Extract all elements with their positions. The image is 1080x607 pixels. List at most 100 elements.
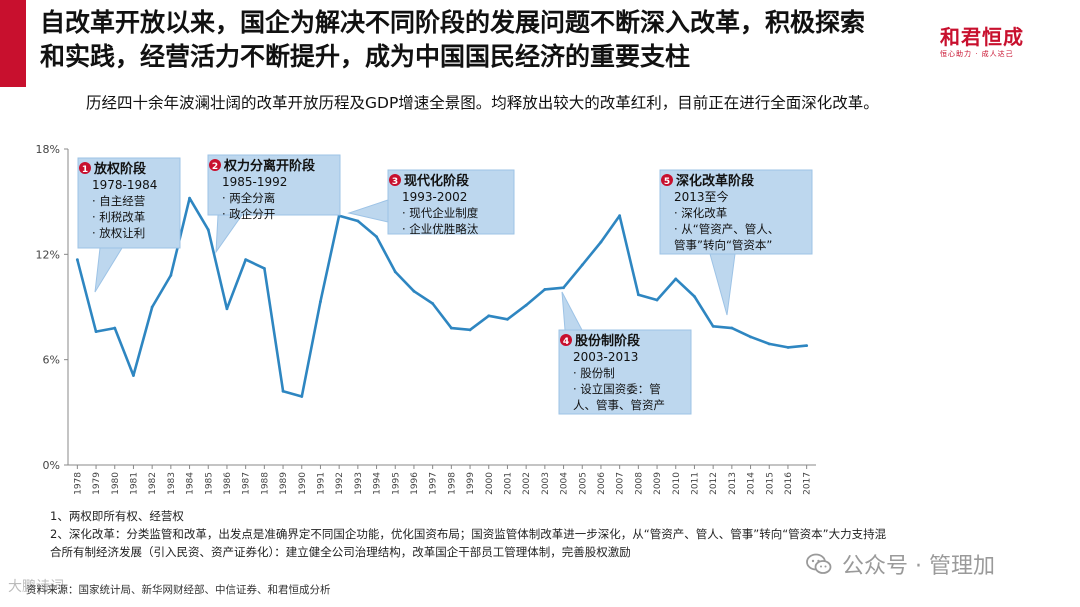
stage-item: · 两全分离: [222, 191, 275, 205]
stage-title: 现代化阶段: [404, 173, 469, 189]
x-tick-label: 2005: [578, 472, 588, 495]
stage-item: · 企业优胜略汰: [402, 222, 479, 236]
page-title: 自改革开放以来，国企为解决不同阶段的发展问题不断深入改革，积极探索 和实践，经营…: [40, 6, 940, 74]
source-note: 资料来源：国家统计局、新华网财经部、中信证券、和君恒成分析: [26, 584, 331, 596]
data-point: [580, 263, 584, 267]
x-tick-label: 2007: [616, 472, 626, 495]
data-point: [674, 277, 678, 281]
page-subtitle: 历经四十余年波澜壮阔的改革开放历程及GDP增速全景图。均释放出较大的改革红利，目…: [86, 94, 879, 112]
x-tick-label: 1996: [410, 472, 420, 495]
x-tick-label: 2012: [709, 472, 719, 495]
data-point: [431, 302, 435, 305]
stage-title: 权力分离开阶段: [223, 158, 315, 174]
stage-item: · 深化改革: [674, 206, 727, 220]
brand-logo-tagline: 恒心助力 · 成人达己: [940, 50, 1014, 58]
stage-number-badge: [661, 174, 673, 186]
stage-title: 放权阶段: [93, 161, 146, 177]
stage-number-badge: [389, 174, 401, 186]
x-tick-label: 2010: [672, 472, 682, 495]
stage-number-badge: [560, 334, 572, 346]
stage-period: 2013至今: [674, 189, 729, 204]
brand-logo-text: 和君恒成: [940, 25, 1024, 49]
stage-number: 3: [392, 177, 398, 187]
x-tick-label: 2002: [522, 472, 532, 495]
data-point: [393, 270, 397, 274]
x-tick-label: 2014: [747, 472, 757, 495]
data-point: [524, 303, 528, 307]
footnote-1: 1、两权即所有权、经营权: [50, 509, 184, 523]
x-tick-label: 2017: [803, 472, 813, 495]
data-point: [786, 345, 790, 349]
x-tick-label: 1984: [186, 472, 196, 495]
title-line-2: 和实践，经营活力不断提升，成为中国国民经济的重要支柱: [40, 42, 691, 71]
callout-pointer: [347, 199, 389, 223]
stage-item: · 利税改革: [92, 210, 145, 224]
data-point: [749, 335, 752, 339]
data-point: [487, 314, 491, 318]
x-tick-label: 1986: [223, 472, 233, 495]
y-tick-label: 12%: [36, 248, 60, 261]
stage-title: 深化改革阶段: [676, 173, 754, 189]
data-point: [693, 295, 696, 298]
x-tick-label: 2013: [728, 472, 738, 495]
watermark-right: 公众号 · 管理加: [806, 548, 995, 580]
stage-item: · 从“管资产、管人、: [674, 222, 779, 236]
stage-item: 管事”转向“管资本”: [674, 238, 772, 252]
stage-period: 1993-2002: [402, 190, 467, 204]
callout-box: [77, 157, 181, 249]
x-tick-label: 1985: [204, 472, 214, 495]
data-point: [113, 326, 117, 330]
data-point: [75, 258, 79, 261]
callout-pointer: [94, 247, 123, 293]
x-tick-label: 1995: [391, 472, 401, 495]
data-point: [412, 289, 416, 293]
y-tick-label: 18%: [36, 143, 60, 156]
x-tick-label: 2015: [765, 472, 775, 495]
x-tick-label: 1992: [335, 472, 345, 495]
x-tick-label: 1980: [111, 472, 121, 495]
watermark-left: 大鹏诗词: [8, 579, 64, 595]
x-tick-label: 1982: [148, 472, 158, 495]
stage-item: 人、管事、管资产: [573, 398, 665, 412]
data-point: [711, 324, 715, 328]
y-tick-label: 6%: [43, 354, 60, 367]
x-tick-label: 2003: [541, 472, 551, 495]
stage-period: 1978-1984: [92, 178, 157, 192]
stage-number: 4: [563, 337, 569, 347]
data-point: [562, 286, 565, 290]
stage-item: · 放权让利: [92, 226, 145, 240]
stage-number-badge: [209, 159, 221, 171]
callout-box: [558, 329, 692, 415]
callout-box: [659, 169, 813, 255]
data-point: [150, 305, 154, 309]
series-line-gdp: [76, 196, 807, 398]
x-tick-label: 2000: [485, 472, 495, 495]
data-point: [805, 344, 809, 348]
data-point: [636, 293, 640, 297]
data-point: [188, 196, 191, 200]
data-point: [655, 298, 659, 302]
x-tick-label: 1979: [92, 472, 102, 495]
data-point: [543, 288, 547, 291]
x-tick-label: 1999: [466, 472, 476, 495]
callout-box: [207, 154, 341, 216]
x-tick-label: 1983: [167, 472, 177, 495]
stage-number: 2: [212, 162, 218, 172]
data-point: [730, 326, 734, 330]
x-tick-label: 2006: [597, 472, 607, 495]
x-tick-label: 2009: [653, 472, 663, 495]
data-point: [506, 317, 509, 321]
callout-pointer: [709, 253, 736, 316]
y-tick-label: 0%: [43, 459, 60, 472]
x-tick-label: 2016: [784, 472, 794, 495]
x-tick-label: 1994: [373, 472, 383, 495]
x-tick-label: 1997: [429, 472, 439, 495]
data-point: [169, 274, 173, 277]
data-point: [767, 342, 771, 346]
footnotes: 1、两权即所有权、经营权 2、深化改革：分类监管和改革，出发点是准确界定不同国企…: [50, 507, 1075, 561]
data-point: [356, 219, 360, 223]
callout-box: [387, 169, 515, 235]
